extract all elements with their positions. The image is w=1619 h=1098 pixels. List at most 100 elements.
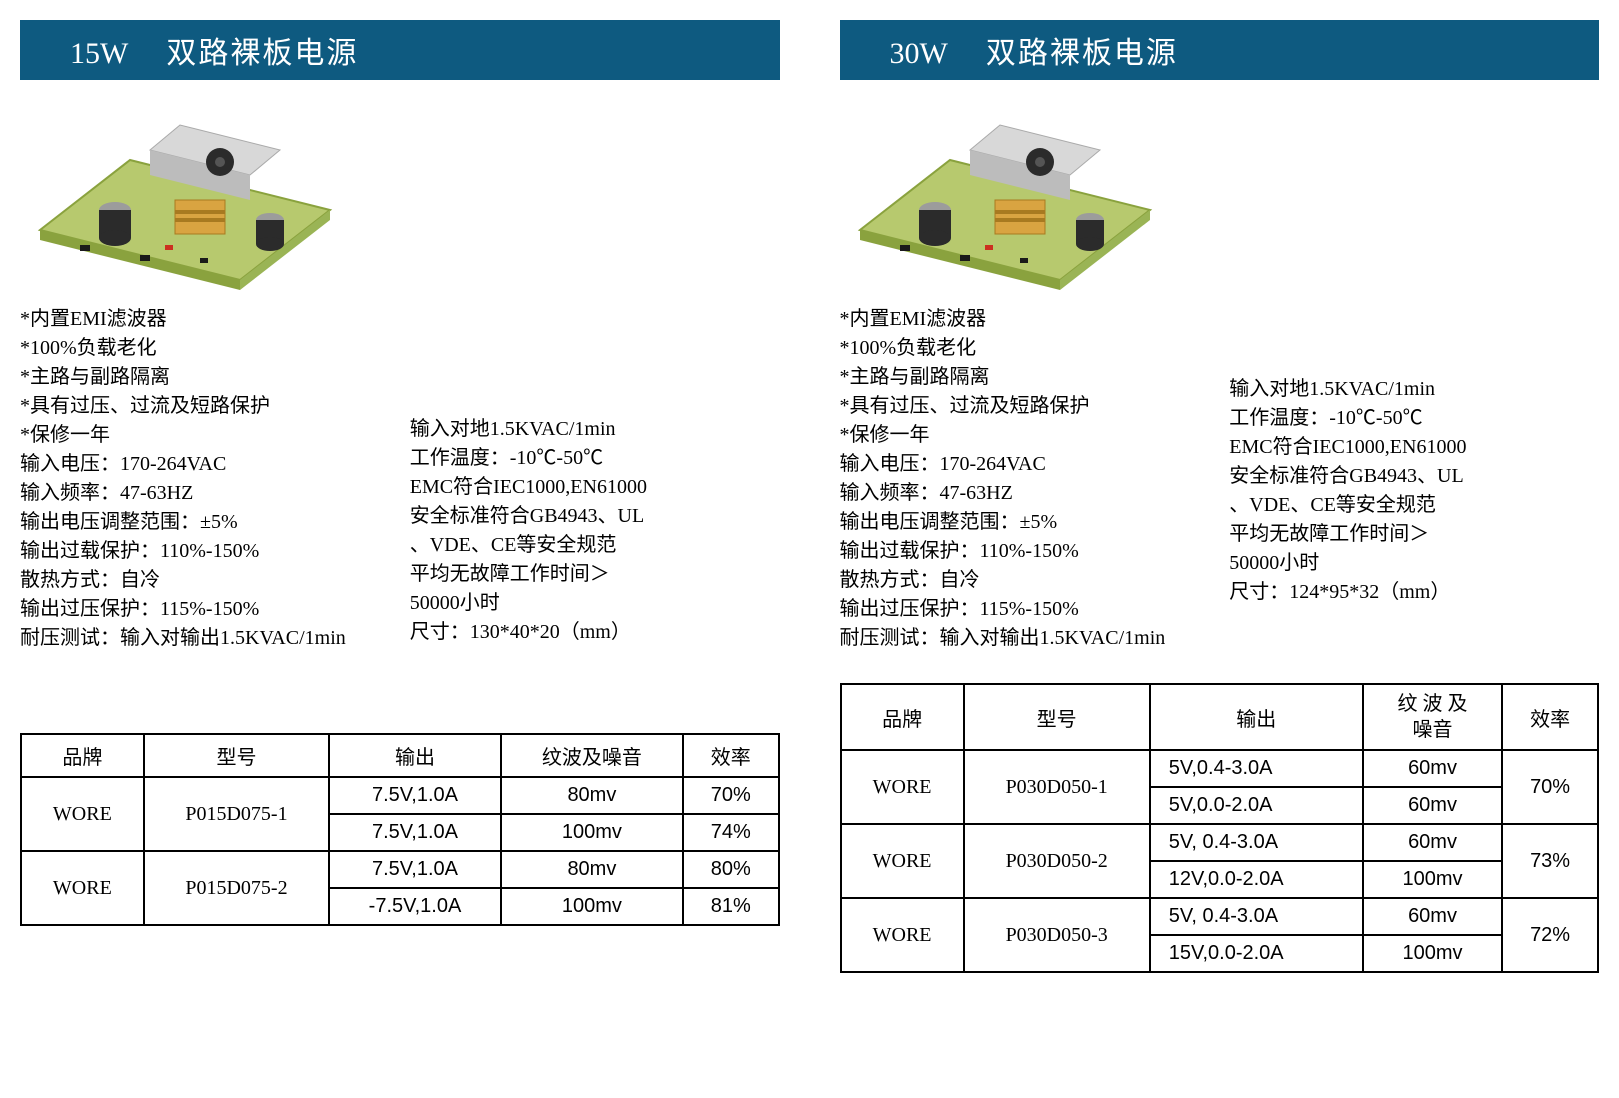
spec-line: 50000小时 bbox=[410, 589, 780, 618]
cell-model: P015D075-2 bbox=[144, 851, 329, 925]
cell-output: 5V,0.4-3.0A bbox=[1150, 750, 1363, 787]
table-row: WOREP030D050-25V, 0.4-3.0A60mv73% bbox=[841, 824, 1599, 861]
spec-line: 输出过载保护：110%-150% bbox=[840, 537, 1210, 566]
spec-line: *内置EMI滤波器 bbox=[840, 305, 1210, 334]
cell-ripple: 60mv bbox=[1363, 824, 1502, 861]
spec-line: 输出电压调整范围：±5% bbox=[20, 508, 390, 537]
spec-table-30w: 品牌型号输出纹 波 及噪音效率WOREP030D050-15V,0.4-3.0A… bbox=[840, 683, 1600, 973]
title-wattage: 30W bbox=[890, 37, 948, 70]
cell-output: -7.5V,1.0A bbox=[329, 888, 501, 925]
spec-line: 输出电压调整范围：±5% bbox=[840, 508, 1210, 537]
cell-brand: WORE bbox=[841, 750, 964, 824]
spec-line: 输入电压：170-264VAC bbox=[840, 450, 1210, 479]
features-left-col: *内置EMI滤波器*100%负载老化*主路与副路隔离*具有过压、过流及短路保护*… bbox=[20, 305, 390, 653]
cell-ripple: 100mv bbox=[1363, 861, 1502, 898]
cell-output: 5V, 0.4-3.0A bbox=[1150, 824, 1363, 861]
spec-line: *100%负载老化 bbox=[20, 334, 390, 363]
cell-output: 7.5V,1.0A bbox=[329, 851, 501, 888]
title-bar-15w: 15W 双路裸板电源 bbox=[20, 20, 780, 80]
cell-ripple: 80mv bbox=[501, 851, 683, 888]
cell-ripple: 80mv bbox=[501, 777, 683, 814]
specs-30w: *内置EMI滤波器*100%负载老化*主路与副路隔离*具有过压、过流及短路保护*… bbox=[840, 305, 1600, 653]
title-text: 双路裸板电源 bbox=[166, 37, 358, 70]
table-header: 输出 bbox=[1150, 684, 1363, 750]
cell-output: 5V, 0.4-3.0A bbox=[1150, 898, 1363, 935]
spec-line: *主路与副路隔离 bbox=[20, 363, 390, 392]
features-left-col: *内置EMI滤波器*100%负载老化*主路与副路隔离*具有过压、过流及短路保护*… bbox=[840, 305, 1210, 653]
specs-right-col: 输入对地1.5KVAC/1min工作温度：-10℃-50℃EMC符合IEC100… bbox=[1229, 305, 1599, 653]
spec-line: 尺寸：130*40*20（mm） bbox=[410, 618, 780, 647]
spec-line: 输入频率：47-63HZ bbox=[20, 479, 390, 508]
spec-line: 安全标准符合GB4943、UL bbox=[1229, 462, 1599, 491]
table-header: 效率 bbox=[683, 734, 779, 777]
product-image-30w bbox=[840, 90, 1600, 295]
spec-line: 输入频率：47-63HZ bbox=[840, 479, 1210, 508]
spec-line: 安全标准符合GB4943、UL bbox=[410, 502, 780, 531]
table-header: 输出 bbox=[329, 734, 501, 777]
spec-line: 散热方式：自冷 bbox=[20, 566, 390, 595]
cell-output: 7.5V,1.0A bbox=[329, 777, 501, 814]
spec-line: *100%负载老化 bbox=[840, 334, 1210, 363]
cell-eff: 81% bbox=[683, 888, 779, 925]
spec-line: 输入对地1.5KVAC/1min bbox=[410, 415, 780, 444]
table-header: 品牌 bbox=[841, 684, 964, 750]
cell-eff: 72% bbox=[1502, 898, 1598, 972]
spec-line: 输出过压保护：115%-150% bbox=[20, 595, 390, 624]
product-image-15w bbox=[20, 90, 780, 295]
cell-model: P030D050-3 bbox=[964, 898, 1150, 972]
spec-line: 尺寸：124*95*32（mm） bbox=[1229, 578, 1599, 607]
table-row: WOREP030D050-15V,0.4-3.0A60mv70% bbox=[841, 750, 1599, 787]
cell-eff: 73% bbox=[1502, 824, 1598, 898]
cell-brand: WORE bbox=[841, 824, 964, 898]
cell-eff: 70% bbox=[683, 777, 779, 814]
table-header: 型号 bbox=[964, 684, 1150, 750]
cell-output: 5V,0.0-2.0A bbox=[1150, 787, 1363, 824]
spec-line: 输入对地1.5KVAC/1min bbox=[1229, 375, 1599, 404]
cell-output: 12V,0.0-2.0A bbox=[1150, 861, 1363, 898]
cell-model: P030D050-1 bbox=[964, 750, 1150, 824]
cell-output: 7.5V,1.0A bbox=[329, 814, 501, 851]
table-row: WOREP030D050-35V, 0.4-3.0A60mv72% bbox=[841, 898, 1599, 935]
spec-line: 50000小时 bbox=[1229, 549, 1599, 578]
cell-brand: WORE bbox=[841, 898, 964, 972]
spec-line: 散热方式：自冷 bbox=[840, 566, 1210, 595]
table-header: 品牌 bbox=[21, 734, 144, 777]
spec-table-15w: 品牌型号输出纹波及噪音效率WOREP015D075-17.5V,1.0A80mv… bbox=[20, 733, 780, 926]
cell-ripple: 100mv bbox=[1363, 935, 1502, 972]
table-header: 纹波及噪音 bbox=[501, 734, 683, 777]
cell-brand: WORE bbox=[21, 851, 144, 925]
pcb-illustration-icon bbox=[20, 90, 340, 290]
title-text: 双路裸板电源 bbox=[986, 37, 1178, 70]
spec-line: EMC符合IEC1000,EN61000 bbox=[410, 473, 780, 502]
spec-line: 、VDE、CE等安全规范 bbox=[410, 531, 780, 560]
cell-eff: 74% bbox=[683, 814, 779, 851]
spec-line: 平均无故障工作时间＞ bbox=[1229, 520, 1599, 549]
spec-line: 、VDE、CE等安全规范 bbox=[1229, 491, 1599, 520]
cell-eff: 80% bbox=[683, 851, 779, 888]
spec-line: *具有过压、过流及短路保护 bbox=[20, 392, 390, 421]
spec-line: *内置EMI滤波器 bbox=[20, 305, 390, 334]
spec-line: 耐压测试：输入对输出1.5KVAC/1min bbox=[20, 624, 390, 653]
panel-30w: 30W 双路裸板电源 bbox=[840, 20, 1600, 973]
spec-line: 输出过载保护：110%-150% bbox=[20, 537, 390, 566]
spec-line: EMC符合IEC1000,EN61000 bbox=[1229, 433, 1599, 462]
cell-model: P030D050-2 bbox=[964, 824, 1150, 898]
cell-brand: WORE bbox=[21, 777, 144, 851]
pcb-illustration-icon bbox=[840, 90, 1160, 290]
table-header: 效率 bbox=[1502, 684, 1598, 750]
spec-line: 耐压测试：输入对输出1.5KVAC/1min bbox=[840, 624, 1210, 653]
cell-eff: 70% bbox=[1502, 750, 1598, 824]
cell-model: P015D075-1 bbox=[144, 777, 329, 851]
cell-ripple: 60mv bbox=[1363, 787, 1502, 824]
spec-line: *保修一年 bbox=[840, 421, 1210, 450]
table-row: WOREP015D075-17.5V,1.0A80mv70% bbox=[21, 777, 779, 814]
cell-output: 15V,0.0-2.0A bbox=[1150, 935, 1363, 972]
spec-line: 平均无故障工作时间＞ bbox=[410, 560, 780, 589]
spec-line: *保修一年 bbox=[20, 421, 390, 450]
cell-ripple: 100mv bbox=[501, 888, 683, 925]
cell-ripple: 100mv bbox=[501, 814, 683, 851]
cell-ripple: 60mv bbox=[1363, 750, 1502, 787]
spec-line: 输出过压保护：115%-150% bbox=[840, 595, 1210, 624]
panel-15w: 15W 双路裸板电源 bbox=[20, 20, 780, 973]
spec-line: *主路与副路隔离 bbox=[840, 363, 1210, 392]
